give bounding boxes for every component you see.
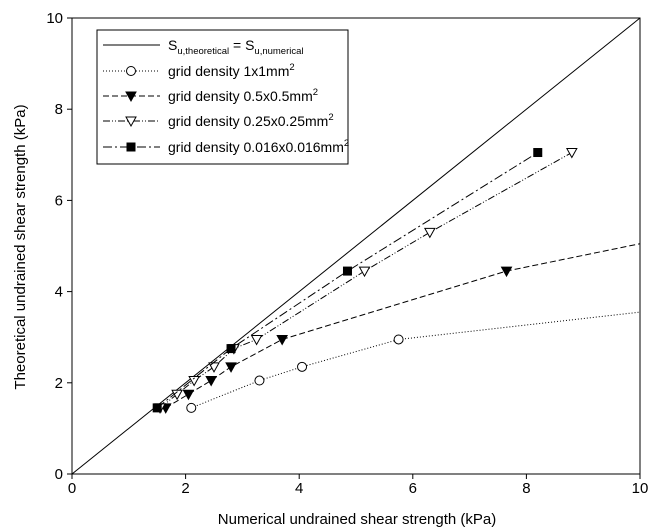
y-tick-label: 10: [46, 10, 63, 27]
legend-marker-4: [125, 116, 137, 128]
x-tick-label: 8: [522, 480, 530, 497]
plot-frame: [71, 17, 641, 475]
series-2-point: [182, 389, 195, 401]
series-2-point: [225, 362, 237, 373]
series-1-point: [297, 361, 308, 372]
legend-label-4: grid density 0.25x0.25mm2: [168, 112, 334, 129]
series-4-point: [342, 266, 352, 276]
legend-label-1: Su,theoretical = Su,numerical: [168, 37, 304, 57]
series-2-point: [276, 334, 289, 346]
series-4-line: [156, 152, 539, 409]
legend-label-3: grid density 0.5x0.5mm2: [168, 87, 318, 104]
x-tick-label: 2: [181, 480, 189, 497]
legend-label-2: grid density 1x1mm2: [168, 62, 295, 79]
y-axis-title: Theoretical undrained shear strength (kP…: [12, 104, 29, 389]
series-3-point: [358, 266, 371, 278]
legend-marker-3: [125, 91, 137, 103]
series-4-point: [152, 403, 162, 413]
x-tick-label: 10: [632, 480, 649, 497]
y-tick-label: 4: [55, 284, 63, 301]
x-tick-label: 4: [295, 480, 303, 497]
series-0-line: [71, 17, 641, 475]
legend-label-5: grid density 0.016x0.016mm2: [168, 138, 349, 155]
series-1-point: [254, 375, 265, 386]
series-3-point: [171, 389, 183, 401]
series-3-point: [423, 227, 436, 239]
legend-box: [96, 29, 349, 165]
series-3-point: [208, 362, 220, 373]
series-4-point: [533, 148, 543, 158]
plot-area: [71, 17, 641, 475]
series-3-point: [250, 334, 263, 346]
series-3-line: [159, 152, 573, 409]
series-2-point: [205, 376, 218, 387]
y-tick-label: 2: [55, 375, 63, 392]
legend: Su,theoretical = Su,numerical grid densi…: [96, 29, 349, 165]
legend-marker-2: [126, 66, 136, 76]
y-tick-label: 6: [55, 192, 63, 209]
series-2-line: [165, 243, 641, 409]
series-3-point: [188, 376, 200, 387]
series-3-point: [565, 148, 578, 159]
legend-marker-5: [126, 142, 136, 152]
series-1-line: [191, 311, 641, 409]
series-1-point: [186, 402, 197, 413]
axes: 0 2 4 6 8 10 0 2 4 6 8 10: [46, 10, 648, 497]
y-tick-label: 0: [55, 466, 63, 483]
x-tick-label: 0: [68, 480, 76, 497]
series-1-point: [393, 334, 404, 345]
y-tick-label: 8: [55, 101, 63, 118]
x-tick-label: 6: [409, 480, 417, 497]
series-4-point: [226, 344, 236, 354]
x-axis-title: Numerical undrained shear strength (kPa): [218, 511, 496, 528]
series-2-point: [500, 266, 513, 278]
